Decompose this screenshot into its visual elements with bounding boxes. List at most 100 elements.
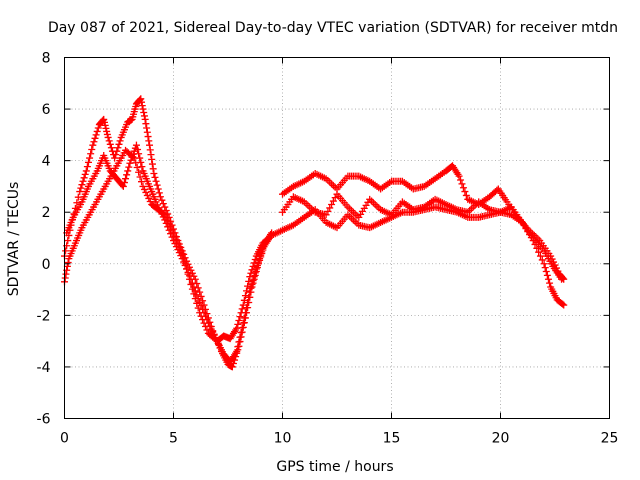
data-point <box>462 191 470 199</box>
data-point <box>79 177 87 185</box>
data-point <box>132 141 140 149</box>
data-point <box>235 317 243 325</box>
data-point <box>122 175 130 183</box>
data-point <box>119 182 127 190</box>
y-tick-label: 0 <box>42 257 51 273</box>
data-point <box>73 199 81 207</box>
series-track-3 <box>61 146 273 345</box>
data-point <box>100 115 108 123</box>
grid <box>64 57 610 419</box>
data-point <box>535 248 543 256</box>
data-point <box>161 203 169 211</box>
data-point <box>235 338 243 346</box>
data-point <box>207 325 215 333</box>
data-point <box>114 144 122 152</box>
data-point <box>180 255 188 263</box>
data-point <box>236 333 244 341</box>
data-point <box>184 270 192 278</box>
data-point <box>120 179 128 187</box>
data-point <box>116 137 124 145</box>
data-point <box>170 229 177 237</box>
data-point <box>249 262 257 270</box>
data-point <box>247 269 255 277</box>
data-point <box>199 316 207 324</box>
data-point <box>171 232 179 240</box>
data-point <box>151 173 159 181</box>
data-point <box>138 102 146 110</box>
data-point <box>107 144 115 152</box>
chart-title: Day 087 of 2021, Sidereal Day-to-day VTE… <box>48 20 618 36</box>
data-point <box>90 138 98 146</box>
data-point <box>187 280 195 288</box>
data-point <box>76 188 84 196</box>
data-point <box>147 151 155 159</box>
data-point <box>103 130 111 138</box>
data-point <box>162 214 170 222</box>
data-point <box>78 181 86 189</box>
data-point <box>112 151 120 159</box>
y-tick-label: 6 <box>42 102 51 118</box>
data-point <box>233 347 241 355</box>
data-point <box>178 249 186 257</box>
data-point <box>190 290 198 298</box>
data-point <box>102 124 110 132</box>
data-point <box>138 98 146 106</box>
data-point <box>115 140 123 148</box>
data-point <box>161 211 169 219</box>
data-point <box>250 259 258 267</box>
data-point <box>113 147 121 155</box>
data-point <box>81 170 89 178</box>
data-point <box>94 124 102 132</box>
data-point <box>194 304 202 312</box>
data-point <box>458 180 466 188</box>
data-point <box>142 120 150 128</box>
data-point <box>84 158 92 166</box>
data-point <box>248 280 256 288</box>
data-point <box>541 264 549 272</box>
data-point <box>146 197 154 205</box>
data-point <box>140 112 148 120</box>
data-point <box>123 171 131 179</box>
data-point <box>197 312 205 320</box>
data-point <box>249 277 257 285</box>
data-point <box>129 153 137 161</box>
data-point <box>457 176 465 184</box>
data-point <box>236 313 244 321</box>
data-point <box>154 185 162 193</box>
data-point <box>175 243 183 251</box>
data-point <box>238 305 246 313</box>
data-point <box>148 160 156 168</box>
data-point <box>239 301 247 309</box>
y-tick-label: 8 <box>42 51 51 67</box>
data-point <box>167 223 175 231</box>
data-point <box>546 279 554 287</box>
data-point <box>133 164 141 172</box>
data-point <box>237 309 245 317</box>
x-tick-label: 15 <box>383 431 401 447</box>
data-point <box>544 275 552 283</box>
data-point <box>134 145 142 153</box>
data-point <box>536 252 544 260</box>
data-point <box>82 167 90 175</box>
data-point <box>88 145 96 153</box>
data-point <box>135 168 143 176</box>
data-point <box>93 127 101 135</box>
data-point <box>124 167 132 175</box>
data-point <box>558 275 566 283</box>
data-point <box>111 154 119 162</box>
series-track-5 <box>279 190 568 309</box>
data-point <box>459 184 467 192</box>
data-point <box>158 196 166 204</box>
data-point <box>135 150 143 158</box>
data-point <box>559 300 567 308</box>
data-point <box>251 255 259 263</box>
data-point <box>106 140 114 148</box>
data-point <box>83 163 91 171</box>
data-point <box>100 118 108 126</box>
data-point <box>103 127 111 135</box>
data-point <box>181 260 189 268</box>
x-tick-label: 0 <box>60 431 69 447</box>
x-tick-label: 20 <box>492 431 510 447</box>
data-point <box>174 239 182 247</box>
data-point <box>143 124 151 132</box>
